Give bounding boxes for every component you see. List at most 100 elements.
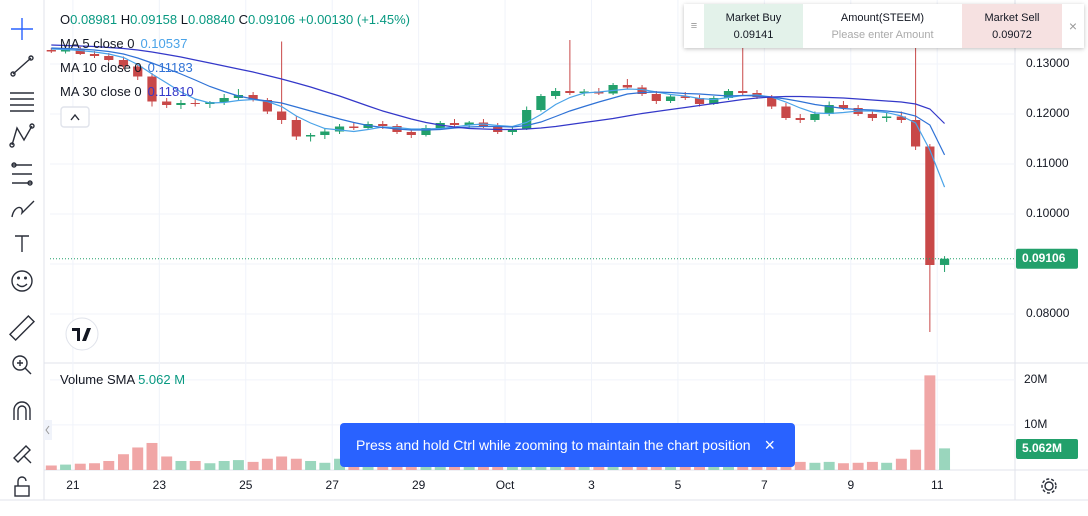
low-key: L bbox=[181, 12, 188, 27]
candle-body bbox=[421, 128, 431, 135]
volume-bar bbox=[74, 463, 86, 470]
candle-body bbox=[781, 106, 791, 118]
ma-line bbox=[51, 44, 945, 131]
x-tick-label: 27 bbox=[326, 478, 340, 492]
candle-body bbox=[176, 103, 186, 105]
candle-body bbox=[262, 100, 272, 112]
x-tick-label: 25 bbox=[239, 478, 253, 492]
volume-legend: Volume SMA 5.062 M bbox=[60, 372, 185, 387]
collapse-toolbar[interactable] bbox=[44, 420, 52, 440]
amount-label: Amount(STEEM) bbox=[840, 11, 925, 24]
candle-body bbox=[608, 85, 618, 94]
x-tick-label: 29 bbox=[412, 478, 426, 492]
candle-body bbox=[449, 123, 460, 125]
candle-body bbox=[464, 122, 474, 125]
y-tick-label: 10M bbox=[1024, 417, 1047, 431]
candle-body bbox=[75, 49, 85, 54]
candle-body bbox=[248, 95, 258, 100]
volume-bar bbox=[103, 460, 115, 470]
candle-body bbox=[637, 87, 647, 94]
x-tick-label: 5 bbox=[675, 478, 682, 492]
candle-body bbox=[190, 103, 200, 104]
x-tick-label: Oct bbox=[496, 478, 515, 492]
crosshair-tool[interactable] bbox=[11, 18, 33, 40]
candle-body bbox=[579, 91, 589, 93]
lock-drawing-tool[interactable] bbox=[13, 445, 32, 464]
emoji-tool[interactable] bbox=[11, 270, 33, 292]
prediction-tool[interactable] bbox=[11, 162, 33, 186]
volume-bar bbox=[218, 460, 230, 470]
last-price-box bbox=[1016, 248, 1078, 269]
market-sell-label: Market Sell bbox=[984, 11, 1040, 24]
volume-bar bbox=[60, 464, 72, 470]
toast-close[interactable]: × bbox=[764, 434, 776, 455]
candle-body bbox=[939, 258, 950, 265]
tradingview-logo[interactable] bbox=[65, 317, 99, 351]
volume-bar bbox=[45, 465, 57, 470]
lock-tool[interactable] bbox=[14, 476, 30, 497]
change-value: +0.00130 bbox=[299, 12, 354, 27]
candle-body bbox=[89, 54, 100, 56]
market-sell-button[interactable]: Market Sell 0.09072 bbox=[962, 4, 1062, 48]
candle-body bbox=[810, 114, 820, 120]
candle-body bbox=[882, 116, 892, 118]
y-tick-label: 0.12000 bbox=[1026, 106, 1070, 120]
market-buy-button[interactable]: Market Buy 0.09141 bbox=[704, 4, 803, 48]
close-key: C bbox=[239, 12, 248, 27]
magnet-tool[interactable] bbox=[13, 401, 31, 420]
volume-bar bbox=[837, 463, 849, 470]
volume-bar bbox=[305, 460, 317, 470]
ruler-tool[interactable] bbox=[8, 314, 36, 342]
volume-bar bbox=[189, 460, 201, 470]
candle-body bbox=[536, 96, 546, 110]
candle-body bbox=[896, 116, 906, 120]
candle-body bbox=[694, 98, 705, 104]
volume-bar bbox=[175, 460, 187, 470]
candle-body bbox=[551, 91, 561, 96]
ma-legend-name: MA 10 close 0 bbox=[60, 60, 142, 75]
volume-bar bbox=[232, 460, 244, 470]
trendline-tool[interactable] bbox=[10, 55, 34, 77]
volume-bar bbox=[146, 442, 158, 470]
zoom-tool[interactable] bbox=[12, 355, 32, 375]
fib-tool[interactable] bbox=[10, 92, 34, 112]
market-buy-price: 0.09141 bbox=[733, 28, 774, 41]
volume-bar bbox=[290, 458, 302, 470]
pattern-tool[interactable] bbox=[9, 123, 35, 148]
x-tick-label: 3 bbox=[588, 478, 595, 492]
candle-body bbox=[795, 118, 805, 120]
open-value: 0.08981 bbox=[70, 12, 117, 27]
candle-body bbox=[522, 110, 532, 129]
candle-body bbox=[46, 50, 56, 52]
volume-bar bbox=[910, 449, 922, 470]
y-tick-label: 0.08000 bbox=[1026, 306, 1070, 320]
volume-bar bbox=[866, 461, 878, 470]
volume-legend-name: Volume SMA bbox=[60, 372, 135, 387]
x-tick-label: 11 bbox=[931, 478, 944, 492]
text-tool[interactable] bbox=[15, 235, 29, 252]
volume-bar bbox=[261, 458, 273, 470]
open-key: O bbox=[60, 12, 70, 27]
candle-body bbox=[60, 49, 71, 52]
legend-collapse[interactable] bbox=[60, 106, 90, 128]
ma-legend: MA 5 close 0 0.10537 bbox=[60, 36, 187, 51]
candle-body bbox=[824, 105, 834, 114]
settings-button[interactable] bbox=[1041, 478, 1057, 494]
amount-placeholder: Please enter Amount bbox=[831, 28, 934, 41]
candle-body bbox=[680, 96, 690, 98]
candle-body bbox=[378, 124, 388, 126]
volume-legend-value: 5.062 M bbox=[138, 372, 185, 387]
volume-bar bbox=[161, 456, 173, 470]
brush-tool[interactable] bbox=[11, 200, 35, 218]
volume-bar bbox=[852, 462, 864, 470]
candle-body bbox=[349, 126, 359, 128]
amount-field[interactable]: Amount(STEEM) Please enter Amount bbox=[803, 4, 962, 48]
panel-close[interactable]: × bbox=[1068, 18, 1078, 34]
ma-legend: MA 30 close 0 0.11810 bbox=[60, 84, 194, 99]
candle-body bbox=[910, 120, 921, 147]
close-value: 0.09106 bbox=[248, 12, 295, 27]
y-tick-label: 20M bbox=[1024, 372, 1047, 386]
drag-handle[interactable]: ≡ bbox=[690, 20, 698, 32]
